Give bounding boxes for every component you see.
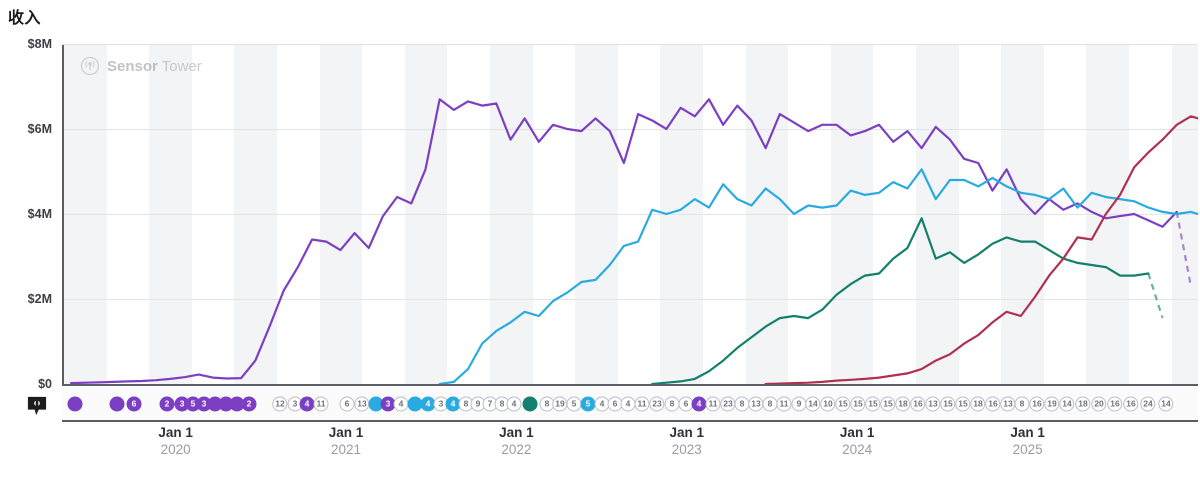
event-badge[interactable]: 15 (880, 396, 896, 412)
x-axis-tick-date: Jan 1 (158, 425, 193, 440)
event-badge[interactable]: 20 (1091, 396, 1107, 412)
event-badge[interactable]: 15 (835, 396, 851, 412)
event-badge[interactable]: 16 (1029, 396, 1045, 412)
event-badge-row[interactable]: 6 2 3 5 3 2 12 3 4 11 6 13 3 4 4 3 4 8 9 7 8 4 8 19 5 5 4 6 4 11 23 8 6 4… (62, 386, 1198, 422)
x-axis-tick: Jan 1 2024 (840, 424, 875, 458)
event-badge[interactable]: 6 (339, 396, 355, 412)
series-line (438, 168, 1198, 384)
event-badge[interactable]: 8 (539, 396, 555, 412)
plot-area[interactable]: Sensor Tower (62, 44, 1198, 384)
series-forecast-line (1147, 273, 1164, 319)
event-badge-strip[interactable]: 6 2 3 5 3 2 12 3 4 11 6 13 3 4 4 3 4 8 9 7 8 4 8 19 5 5 4 6 4 11 23 8 6 4… (62, 386, 1198, 422)
gridline (64, 129, 1198, 130)
x-axis-tick-date: Jan 1 (328, 425, 364, 440)
event-badge[interactable]: 16 (985, 396, 1001, 412)
y-axis-tick-label: $8M (27, 37, 52, 51)
event-badge[interactable]: 23 (649, 396, 665, 412)
event-badge[interactable]: 8 (664, 396, 680, 412)
event-badge[interactable]: 2 (159, 396, 175, 412)
x-axis-line (62, 384, 1198, 386)
event-badge[interactable]: 13 (1000, 396, 1016, 412)
event-badge[interactable]: 11 (634, 396, 650, 412)
event-badge[interactable]: 9 (791, 396, 807, 412)
y-axis-tick-label: $0 (38, 377, 52, 391)
event-badge[interactable]: 8 (734, 396, 750, 412)
series-line (764, 115, 1198, 384)
event-badge[interactable]: 19 (1044, 396, 1060, 412)
series-line (651, 217, 1150, 384)
event-badge[interactable]: 4 (393, 396, 409, 412)
x-axis-tick-year: 2024 (842, 442, 873, 457)
event-badge[interactable]: 23 (720, 396, 736, 412)
x-axis-tick-year: 2022 (501, 442, 532, 457)
event-badge[interactable]: 18 (970, 396, 986, 412)
event-badge[interactable]: 16 (910, 396, 926, 412)
event-badge[interactable]: 8 (494, 396, 510, 412)
event-badge[interactable]: 5 (566, 396, 582, 412)
event-badge[interactable]: 18 (1075, 396, 1091, 412)
plot-top-rule (62, 44, 1198, 45)
event-badge[interactable]: 4 (506, 396, 522, 412)
event-badge[interactable]: 16 (1107, 396, 1123, 412)
event-badge[interactable]: 11 (313, 396, 329, 412)
event-badge[interactable]: 8 (1014, 396, 1030, 412)
event-badge[interactable]: 5 (580, 396, 596, 412)
series-forecast-line (1175, 211, 1192, 287)
event-badge[interactable]: 4 (620, 396, 636, 412)
x-axis-tick: Jan 1 2021 (329, 424, 364, 458)
event-badge[interactable]: 15 (850, 396, 866, 412)
event-badge[interactable] (522, 396, 538, 412)
event-badge[interactable]: 24 (1140, 396, 1156, 412)
event-badge[interactable]: 4 (691, 396, 707, 412)
x-axis-labels: Jan 1 2020 Jan 1 2021 Jan 1 2022 Jan 1 2023 Jan … (0, 424, 1200, 472)
x-axis-tick: Jan 1 2022 (499, 424, 534, 458)
y-axis: $0 $2M $4M $6M $8M (0, 37, 58, 391)
event-badge[interactable]: 15 (865, 396, 881, 412)
x-axis-tick-date: Jan 1 (669, 425, 705, 440)
x-axis-tick-year: 2020 (160, 442, 191, 457)
event-badge[interactable]: 13 (748, 396, 764, 412)
series-lines (69, 98, 1198, 384)
x-axis-tick: Jan 1 2023 (670, 424, 705, 458)
gridline (64, 214, 1198, 215)
event-badge[interactable]: 10 (820, 396, 836, 412)
event-badge[interactable]: 6 (126, 396, 142, 412)
event-badge[interactable]: 6 (607, 396, 623, 412)
event-badge[interactable]: 11 (776, 396, 792, 412)
gridline (64, 299, 1198, 300)
x-axis-tick: Jan 1 2025 (1010, 424, 1045, 458)
event-badge[interactable]: 15 (955, 396, 971, 412)
x-axis-tick-date: Jan 1 (839, 425, 875, 440)
event-badge[interactable]: 3 (380, 396, 396, 412)
event-badge[interactable]: 2 (241, 396, 257, 412)
event-badge[interactable] (109, 396, 125, 412)
series-line (69, 98, 1178, 384)
event-badge[interactable]: 12 (272, 396, 288, 412)
event-badge[interactable]: 8 (762, 396, 778, 412)
event-badge[interactable]: 4 (299, 396, 315, 412)
x-axis-tick: Jan 1 2020 (158, 424, 193, 458)
event-badge[interactable]: 14 (805, 396, 821, 412)
x-axis-tick-date: Jan 1 (1010, 425, 1045, 440)
event-badge[interactable]: 18 (895, 396, 911, 412)
event-badge[interactable]: 16 (1123, 396, 1139, 412)
page-title: 收入 (8, 10, 42, 27)
x-axis-tick-date: Jan 1 (499, 425, 534, 440)
event-badge[interactable]: 13 (925, 396, 941, 412)
y-axis-tick-label: $2M (27, 292, 52, 306)
event-badge[interactable]: 15 (940, 396, 956, 412)
event-badge[interactable]: 19 (552, 396, 568, 412)
x-axis-tick-year: 2023 (671, 442, 702, 457)
event-badge[interactable]: 13 (354, 396, 370, 412)
comment-bubble-icon[interactable] (26, 396, 48, 416)
x-axis-tick-year: 2021 (330, 442, 362, 457)
event-badge[interactable]: 14 (1158, 396, 1174, 412)
event-badge[interactable]: 14 (1059, 396, 1075, 412)
y-axis-tick-label: $4M (27, 207, 52, 221)
x-axis-tick-year: 2025 (1012, 442, 1043, 457)
event-badge[interactable]: 11 (705, 396, 721, 412)
y-axis-tick-label: $6M (27, 122, 52, 136)
event-badge[interactable] (67, 396, 83, 412)
